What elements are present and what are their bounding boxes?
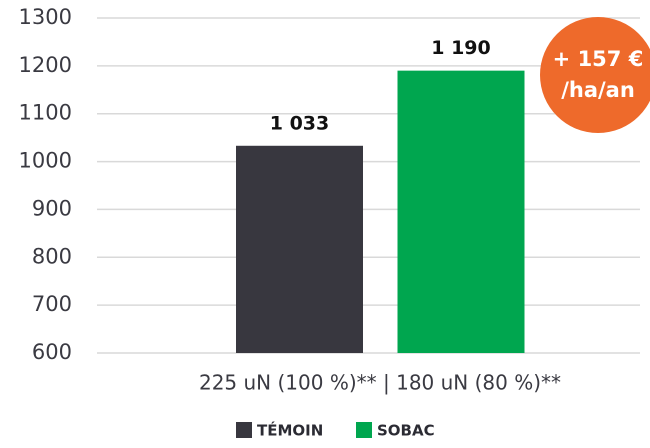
bar [236,145,363,353]
legend-swatch [236,422,252,438]
y-tick-label: 800 [32,244,72,268]
value-label: 1 190 [431,37,491,59]
annotation: + 157 € [553,47,644,71]
x-tick-label: 225 uN (100 %)** | 180 uN (80 %)** [199,371,561,395]
annotation-badge [540,17,650,133]
y-tick-label: 1200 [19,53,72,77]
legend-swatch [356,422,372,438]
legend-label: SOBAC [377,422,435,440]
y-tick-label: 1000 [19,149,72,173]
y-tick-label: 600 [32,340,72,364]
y-tick-label: 1300 [19,5,72,29]
bar [397,70,525,354]
legend-label: TÉMOIN [257,421,323,440]
value-label: 1 033 [270,112,330,134]
y-tick-label: 900 [32,196,72,220]
y-tick-label: 1100 [19,101,72,125]
annotation: /ha/an [561,78,635,102]
y-tick-label: 700 [32,292,72,316]
